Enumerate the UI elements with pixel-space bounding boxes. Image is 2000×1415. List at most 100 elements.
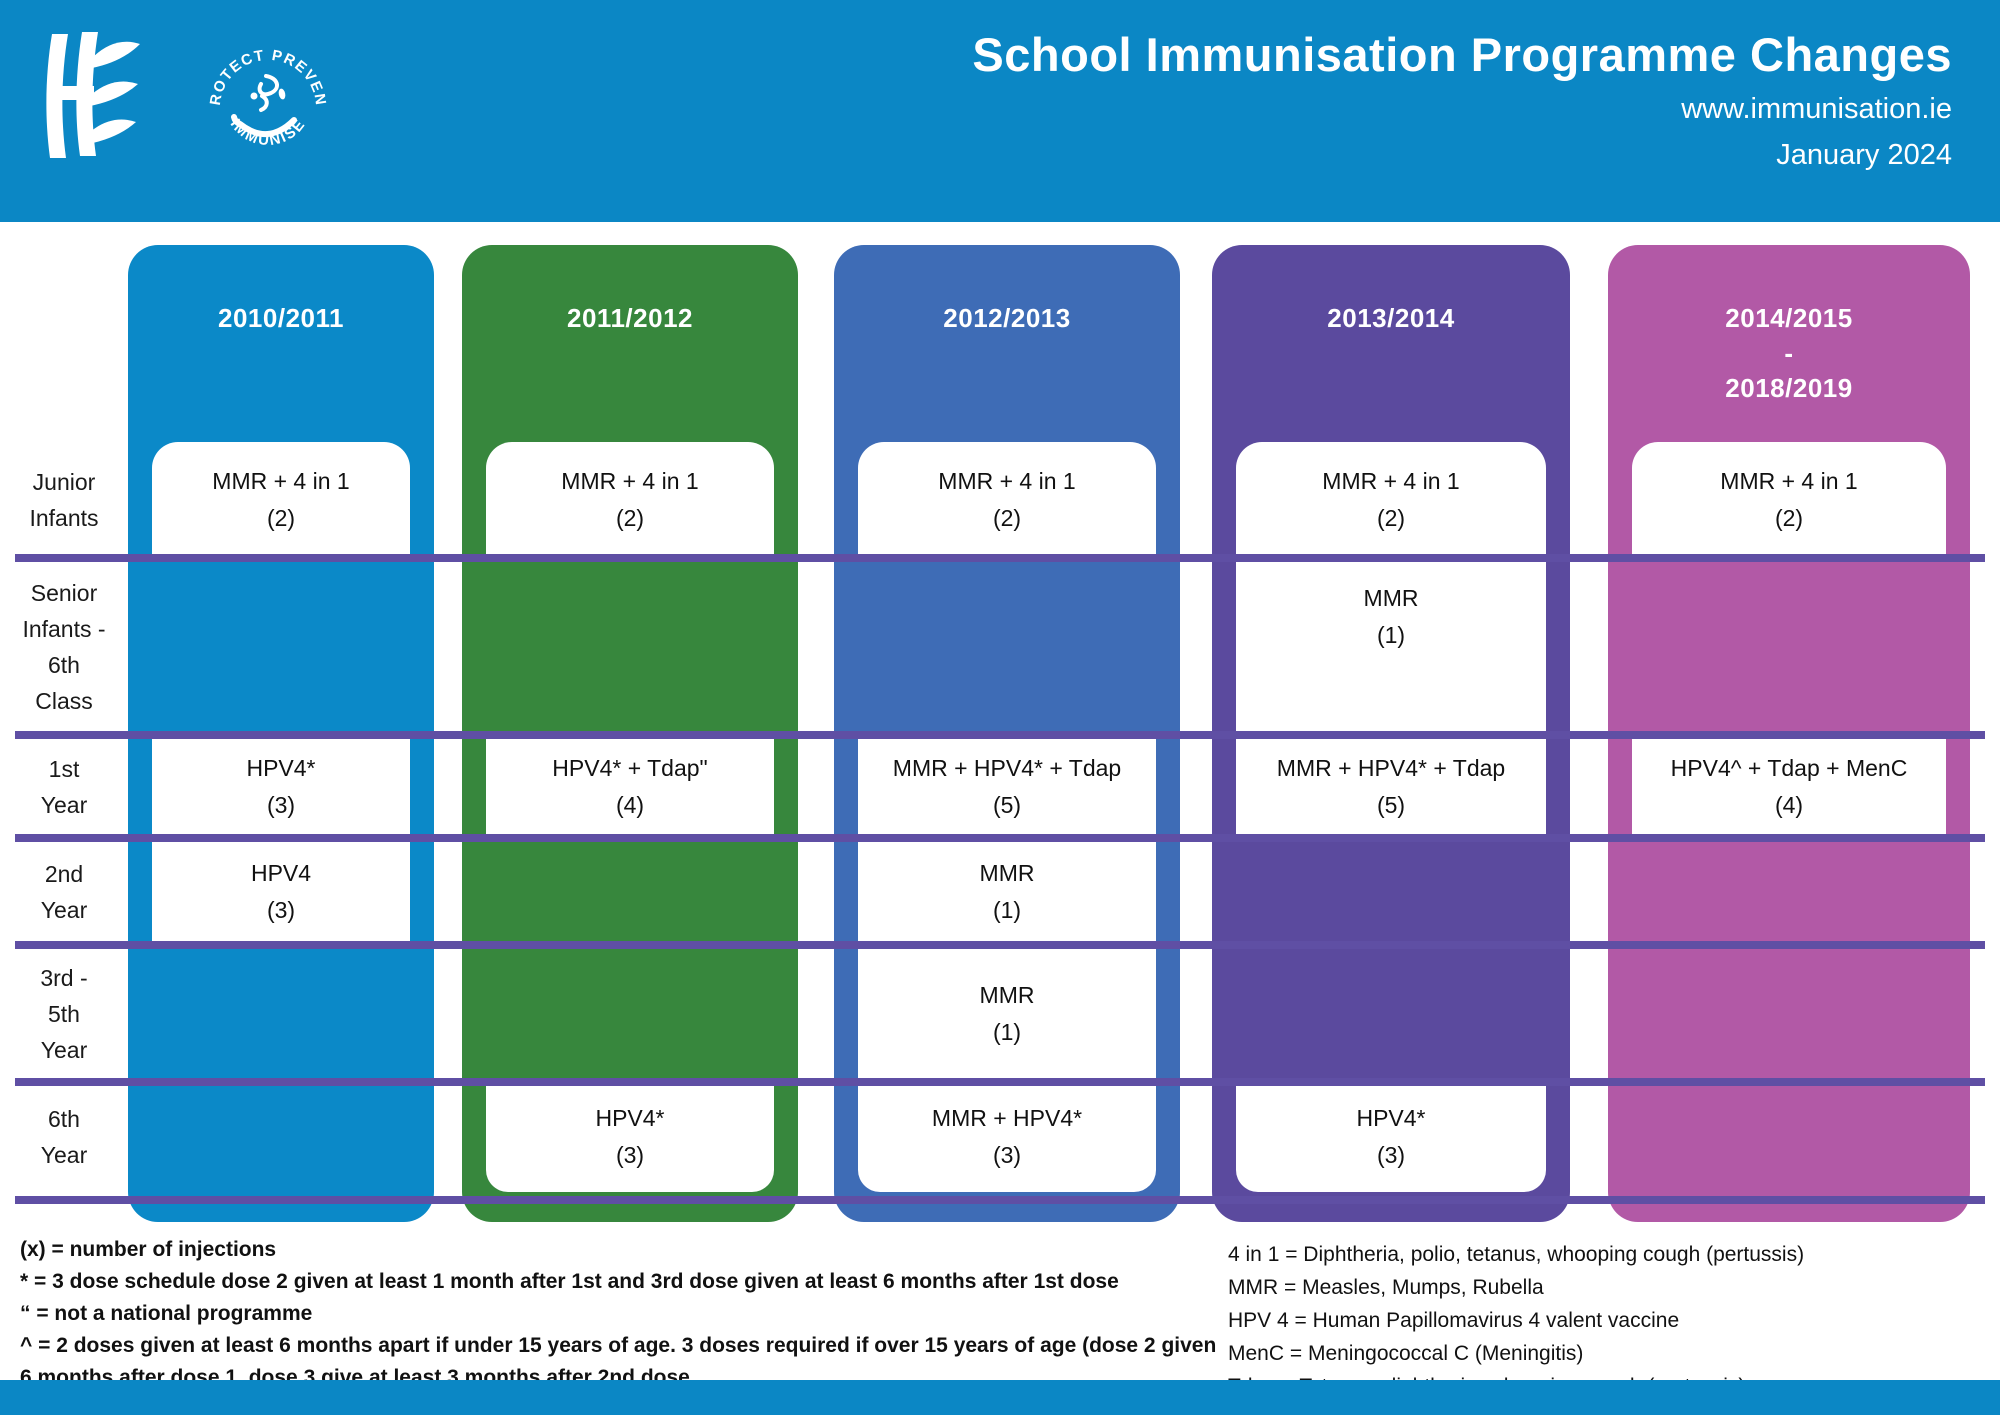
- column-header: 2011/2012: [462, 245, 798, 336]
- row-label-line: 1st: [48, 755, 80, 782]
- column-header: 2010/2011: [128, 245, 434, 336]
- bottom-bar: [0, 1380, 2000, 1415]
- publication-date: January 2024: [1776, 139, 1952, 171]
- footnote-line: MMR = Measles, Mumps, Rubella: [1228, 1276, 1544, 1299]
- row-label-line: Class: [35, 687, 93, 714]
- injection-count: (5): [992, 791, 1022, 818]
- column-year-label: 2014/2015: [1725, 303, 1853, 333]
- injection-count: (3): [266, 791, 296, 818]
- row-label-1st-year: 1st Year: [0, 735, 128, 838]
- cell-2013-junior-infants: MMR + 4 in 1 (2): [1236, 442, 1546, 558]
- cell-2011-6th-year: HPV4* (3): [486, 1082, 774, 1192]
- footnotes-right: 4 in 1 = Diphtheria, polio, tetanus, who…: [1228, 1238, 1804, 1403]
- cell-2012-6th-year: MMR + HPV4* (3): [858, 1082, 1156, 1192]
- row-separator-line: [15, 941, 1985, 949]
- footnote-line: (x) = number of injections: [20, 1238, 277, 1261]
- vaccine-name: MMR: [979, 859, 1035, 886]
- row-label-line: Year: [40, 1142, 88, 1168]
- cell-2014-2019-junior-infants: MMR + 4 in 1 (2): [1632, 442, 1946, 558]
- injection-count: (2): [992, 505, 1022, 531]
- injection-count: (2): [1376, 505, 1406, 531]
- injection-count: (1): [1376, 621, 1406, 648]
- row-label-3rd-5th-year: 3rd - 5th Year: [0, 945, 128, 1082]
- row-label-line: Year: [40, 1036, 88, 1063]
- footnote-line: * = 3 dose schedule dose 2 given at leas…: [20, 1270, 1119, 1293]
- row-separator-line: [15, 554, 1985, 562]
- row-separator-line: [15, 731, 1985, 739]
- page-title: School Immunisation Programme Changes: [972, 28, 1952, 81]
- injection-count: (1): [992, 896, 1022, 923]
- cell-2013-senior-infants: MMR (1): [1236, 558, 1546, 735]
- row-label-line: 6th: [48, 1106, 80, 1132]
- vaccine-name: MMR + 4 in 1: [561, 468, 699, 494]
- row-label-line: Year: [40, 791, 88, 818]
- column-header: 2014/2015 - 2018/2019: [1608, 245, 1970, 406]
- website-url: www.immunisation.ie: [1681, 93, 1952, 125]
- row-label-line: Senior: [30, 579, 98, 606]
- vaccine-name: HPV4*: [595, 1105, 665, 1131]
- column-year-label: 2012/2013: [943, 303, 1071, 333]
- vaccine-name: MMR + 4 in 1: [938, 468, 1076, 494]
- vaccine-name: HPV4: [250, 859, 312, 886]
- header-bar: PROTECT PREVENT IMMUNISE School Immunisa…: [0, 0, 2000, 222]
- injection-count: (4): [1774, 791, 1804, 818]
- vaccine-name: MMR: [979, 981, 1035, 1008]
- vaccine-name: MMR + 4 in 1: [1720, 468, 1858, 494]
- vaccine-name: MMR + 4 in 1: [1322, 468, 1460, 494]
- column-year-label: 2018/2019: [1725, 373, 1853, 403]
- footnotes-left: (x) = number of injections * = 3 dose sc…: [20, 1234, 1216, 1394]
- footnote-line: “ = not a national programme: [20, 1302, 313, 1325]
- injection-count: (4): [615, 791, 645, 818]
- injection-count: (5): [1376, 791, 1406, 818]
- column-year-separator: -: [1784, 338, 1794, 368]
- cell-2013-1st-year: MMR + HPV4* + Tdap (5): [1236, 735, 1546, 838]
- row-label-line: 2nd: [44, 860, 84, 887]
- vaccine-name: HPV4^ + Tdap + MenC: [1670, 754, 1908, 781]
- injection-count: (3): [266, 896, 296, 923]
- vaccine-name: HPV4* + Tdap": [552, 754, 708, 781]
- cell-2011-junior-infants: MMR + 4 in 1 (2): [486, 442, 774, 558]
- cell-2013-6th-year: HPV4* (3): [1236, 1082, 1546, 1192]
- column-year-label: 2011/2012: [567, 303, 693, 333]
- cell-2011-1st-year: HPV4* + Tdap" (4): [486, 735, 774, 838]
- cell-2012-junior-infants: MMR + 4 in 1 (2): [858, 442, 1156, 558]
- cell-2012-2nd-year: MMR (1): [858, 838, 1156, 945]
- cell-2012-3rd-5th-year: MMR (1): [858, 945, 1156, 1082]
- injection-count: (3): [992, 1142, 1022, 1168]
- row-label-line: Infants: [29, 505, 99, 531]
- row-label-line: Year: [40, 896, 88, 923]
- row-label-junior-infants: Junior Infants: [0, 442, 128, 558]
- footnote-line: 4 in 1 = Diphtheria, polio, tetanus, who…: [1228, 1243, 1805, 1266]
- vaccine-name: MMR + 4 in 1: [212, 468, 350, 494]
- vaccine-name: HPV4*: [1356, 1105, 1426, 1131]
- protect-prevent-immunise-logo: PROTECT PREVENT IMMUNISE: [204, 44, 328, 149]
- row-label-line: Junior: [32, 469, 96, 495]
- footnote-line: MenC = Meningococcal C (Meningitis): [1228, 1342, 1584, 1365]
- cell-2014-2019-1st-year: HPV4^ + Tdap + MenC (4): [1632, 735, 1946, 838]
- vaccine-name: MMR + HPV4* + Tdap: [892, 754, 1122, 781]
- footnote-line: HPV 4 = Human Papillomavirus 4 valent va…: [1228, 1309, 1680, 1332]
- injection-count: (3): [1376, 1142, 1406, 1168]
- column-year-label: 2013/2014: [1327, 303, 1455, 333]
- row-separator-line: [15, 1078, 1985, 1086]
- vaccine-name: MMR + HPV4* + Tdap: [1276, 754, 1506, 781]
- injection-count: (2): [266, 505, 296, 531]
- cell-2010-2nd-year: HPV4 (3): [152, 838, 410, 945]
- row-label-line: 3rd -: [40, 964, 88, 991]
- smiley-face-icon: [231, 74, 297, 138]
- row-label-line: Infants -: [22, 615, 106, 642]
- injection-count: (2): [1774, 505, 1804, 531]
- row-separator-line: [15, 1196, 1985, 1204]
- row-label-2nd-year: 2nd Year: [0, 838, 128, 945]
- column-header: 2013/2014: [1212, 245, 1570, 336]
- row-label-line: 5th: [48, 1000, 80, 1027]
- row-label-line: 6th: [48, 651, 80, 678]
- injection-count: (3): [615, 1142, 645, 1168]
- vaccine-name: HPV4*: [246, 754, 316, 781]
- injection-count: (1): [992, 1018, 1022, 1045]
- vaccine-name: MMR + HPV4*: [931, 1105, 1083, 1131]
- injection-count: (2): [615, 505, 645, 531]
- row-label-senior-infants-6th-class: Senior Infants - 6th Class: [0, 558, 128, 735]
- footnote-line: ^ = 2 doses given at least 6 months apar…: [20, 1334, 1217, 1357]
